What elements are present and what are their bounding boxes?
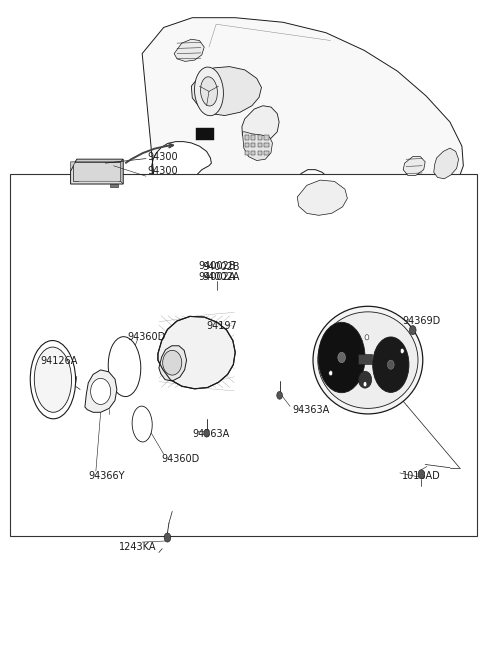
Circle shape — [204, 429, 209, 437]
Text: 94126A: 94126A — [40, 356, 78, 365]
Bar — [264, 135, 269, 140]
Bar — [245, 135, 249, 140]
Ellipse shape — [34, 347, 72, 412]
Bar — [245, 143, 249, 147]
Text: 94002A: 94002A — [198, 272, 236, 282]
Text: 94363A: 94363A — [192, 429, 229, 439]
Polygon shape — [159, 346, 187, 381]
Text: 94002B: 94002B — [198, 261, 236, 271]
Bar — [251, 151, 255, 155]
Ellipse shape — [201, 77, 217, 106]
Text: 94366Y: 94366Y — [89, 471, 125, 481]
Ellipse shape — [108, 337, 141, 396]
Bar — [196, 128, 214, 140]
Polygon shape — [142, 18, 463, 225]
Bar — [264, 151, 269, 155]
Polygon shape — [158, 316, 235, 389]
Circle shape — [363, 382, 367, 387]
Text: 1243KA: 1243KA — [119, 542, 156, 552]
Ellipse shape — [318, 322, 365, 393]
Polygon shape — [120, 159, 123, 184]
Bar — [10, 174, 477, 536]
Bar — [359, 354, 372, 364]
Ellipse shape — [163, 350, 182, 375]
Text: 1018AD: 1018AD — [402, 471, 441, 481]
Text: 94360D: 94360D — [128, 331, 166, 342]
Text: 94197: 94197 — [206, 321, 237, 331]
Circle shape — [164, 533, 171, 542]
Polygon shape — [73, 162, 120, 181]
Ellipse shape — [372, 337, 409, 392]
Circle shape — [329, 371, 333, 376]
Polygon shape — [297, 180, 348, 215]
Text: 94369D: 94369D — [402, 316, 441, 326]
Ellipse shape — [91, 379, 111, 404]
Circle shape — [409, 326, 416, 335]
Polygon shape — [71, 159, 123, 171]
Ellipse shape — [194, 67, 223, 116]
Polygon shape — [110, 184, 118, 187]
Text: 94002B: 94002B — [202, 263, 240, 272]
Text: 94300: 94300 — [147, 166, 178, 176]
Text: 94002A: 94002A — [202, 272, 240, 282]
Bar — [245, 151, 249, 155]
Ellipse shape — [313, 307, 423, 414]
Ellipse shape — [30, 341, 76, 419]
Circle shape — [400, 348, 404, 354]
Polygon shape — [174, 39, 204, 62]
Text: 94360D: 94360D — [161, 455, 200, 464]
Circle shape — [418, 470, 425, 479]
Ellipse shape — [318, 312, 418, 408]
Ellipse shape — [132, 406, 152, 442]
Bar — [258, 143, 262, 147]
Polygon shape — [85, 370, 117, 412]
Polygon shape — [434, 148, 458, 179]
Polygon shape — [192, 67, 262, 115]
Circle shape — [365, 335, 369, 340]
Bar — [251, 135, 255, 140]
Bar — [264, 143, 269, 147]
Polygon shape — [242, 105, 279, 143]
Text: 94363A: 94363A — [292, 405, 330, 415]
Bar — [258, 151, 262, 155]
Polygon shape — [403, 157, 425, 176]
Text: 94300: 94300 — [147, 151, 178, 162]
Ellipse shape — [359, 371, 372, 388]
Polygon shape — [242, 132, 273, 160]
Ellipse shape — [387, 360, 394, 369]
Circle shape — [277, 392, 282, 400]
Ellipse shape — [338, 352, 346, 363]
Bar — [258, 135, 262, 140]
Polygon shape — [71, 159, 123, 184]
Bar — [251, 143, 255, 147]
